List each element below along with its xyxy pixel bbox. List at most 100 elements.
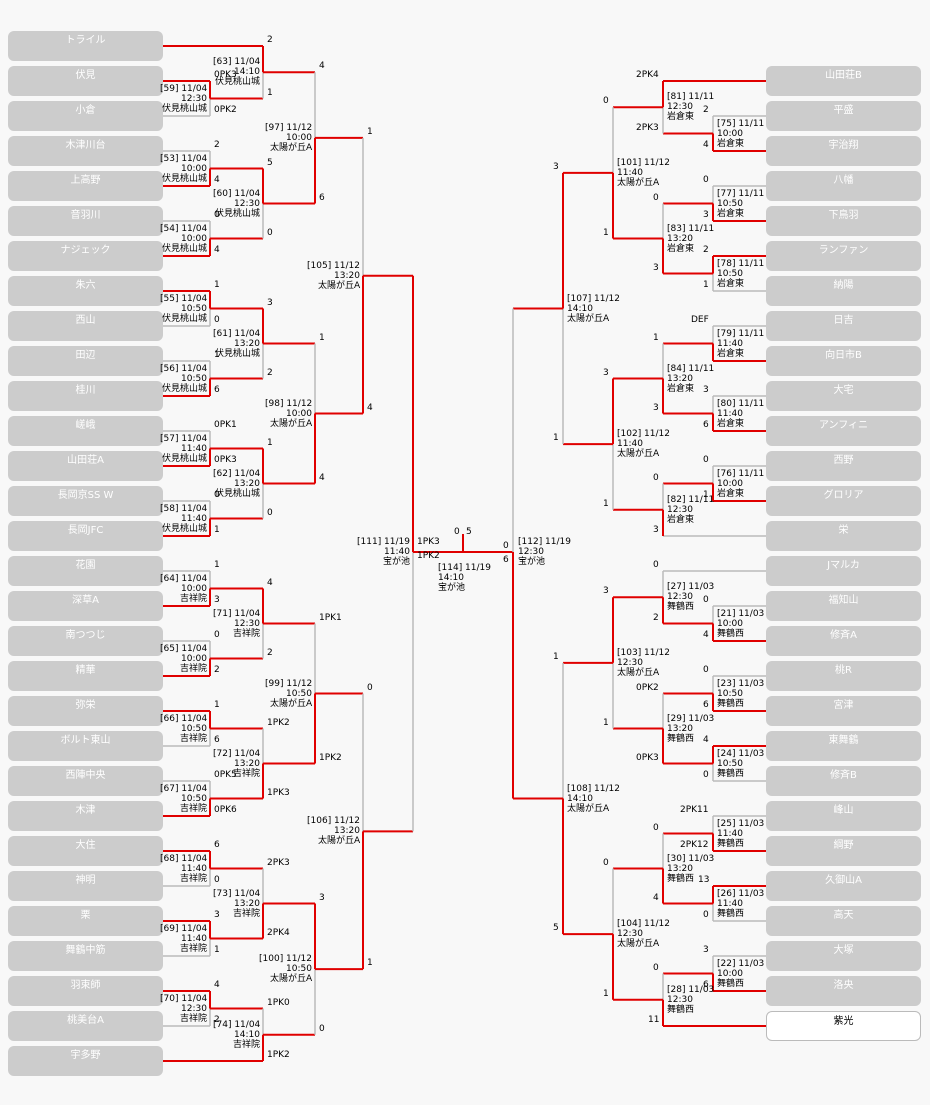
- team-box-left[interactable]: 宇多野: [8, 1046, 163, 1076]
- team-box-right[interactable]: 大塚: [766, 941, 921, 971]
- match-score: 13: [698, 875, 710, 885]
- team-box-right-highlight[interactable]: 紫光: [766, 1011, 921, 1041]
- match-score: 5: [267, 157, 273, 168]
- team-box-right[interactable]: 修斉A: [766, 626, 921, 656]
- team-box-right[interactable]: 福知山: [766, 591, 921, 621]
- team-box-left[interactable]: ボルト東山: [8, 731, 163, 761]
- team-box-right[interactable]: 日吉: [766, 311, 921, 341]
- match-info: [114] 11/19: [438, 563, 491, 573]
- match-info: [100] 11/12: [259, 954, 312, 965]
- team-box-left[interactable]: 朱六: [8, 276, 163, 306]
- team-box-right[interactable]: ランファン: [766, 241, 921, 271]
- team-box-left[interactable]: 大住: [8, 836, 163, 866]
- match-info: 13:20: [234, 758, 260, 769]
- team-box-right[interactable]: 修斉B: [766, 766, 921, 796]
- match-info: 吉祥院: [180, 943, 208, 954]
- match-info: [81] 11/11: [667, 92, 715, 103]
- match-info: [76] 11/11: [717, 468, 765, 479]
- team-box-left[interactable]: 長岡JFC: [8, 521, 163, 551]
- team-box-left[interactable]: 花園: [8, 556, 163, 586]
- team-box-left[interactable]: 嵯峨: [8, 416, 163, 446]
- team-box-left[interactable]: 深草A: [8, 591, 163, 621]
- team-box-left[interactable]: 音羽川: [8, 206, 163, 236]
- match-info: 11:40: [384, 547, 410, 557]
- match-score: 2PK12: [680, 840, 709, 850]
- team-box-right[interactable]: 向日市B: [766, 346, 921, 376]
- team-box-left[interactable]: 伏見: [8, 66, 163, 96]
- team-box-left[interactable]: 木津: [8, 801, 163, 831]
- match-info: 12:30: [181, 1003, 207, 1014]
- team-box-left[interactable]: 弥栄: [8, 696, 163, 726]
- team-box-left[interactable]: トライル: [8, 31, 163, 61]
- team-box-left[interactable]: 栗: [8, 906, 163, 936]
- team-box-left[interactable]: 田辺: [8, 346, 163, 376]
- team-box-right[interactable]: 大宅: [766, 381, 921, 411]
- match-score: 3: [603, 586, 609, 597]
- match-score: 3: [603, 367, 609, 378]
- match-info: 伏見桃山城: [215, 488, 261, 499]
- team-box-right[interactable]: 納陽: [766, 276, 921, 306]
- team-box-right[interactable]: 西野: [766, 451, 921, 481]
- match-info: [70] 11/04: [160, 993, 208, 1004]
- team-box-right[interactable]: 山田荘B: [766, 66, 921, 96]
- team-box-left[interactable]: 桂川: [8, 381, 163, 411]
- team-box-right[interactable]: グロリア: [766, 486, 921, 516]
- team-box-left[interactable]: 羽束師: [8, 976, 163, 1006]
- match-score: 4: [653, 892, 659, 903]
- match-info: [108] 11/12: [567, 783, 620, 794]
- match-info: 10:00: [181, 583, 207, 594]
- team-box-right[interactable]: 下鳥羽: [766, 206, 921, 236]
- team-box-left[interactable]: 小倉: [8, 101, 163, 131]
- team-box-right[interactable]: 八幡: [766, 171, 921, 201]
- team-box-right[interactable]: 平盛: [766, 101, 921, 131]
- match-info: 吉祥院: [180, 803, 208, 814]
- match-score: 2PK3: [267, 857, 290, 868]
- match-score: 0: [653, 822, 659, 833]
- match-info: 舞鶴西: [717, 978, 745, 989]
- team-box-right[interactable]: 宮津: [766, 696, 921, 726]
- team-box-right[interactable]: 桃R: [766, 661, 921, 691]
- team-box-left[interactable]: 長岡京SS W: [8, 486, 163, 516]
- match-score: 0: [214, 490, 220, 500]
- match-score: 2PK4: [267, 927, 290, 938]
- match-info: 10:00: [181, 163, 207, 174]
- team-box-right[interactable]: Jマルカ: [766, 556, 921, 586]
- match-score: 1: [653, 332, 659, 343]
- team-box-left[interactable]: 木津川台: [8, 136, 163, 166]
- team-box-left[interactable]: 西山: [8, 311, 163, 341]
- team-box-left[interactable]: 舞鶴中筋: [8, 941, 163, 971]
- match-info: 13:20: [667, 723, 693, 734]
- match-info: [104] 11/12: [617, 919, 670, 930]
- match-info: 13:20: [234, 478, 260, 489]
- match-info: [101] 11/12: [617, 157, 670, 168]
- match-info: 太陽が丘A: [318, 836, 361, 847]
- team-box-right[interactable]: 栄: [766, 521, 921, 551]
- team-box-left[interactable]: 上高野: [8, 171, 163, 201]
- match-score: 3: [703, 945, 709, 955]
- team-box-left[interactable]: 精華: [8, 661, 163, 691]
- team-box-right[interactable]: 東舞鶴: [766, 731, 921, 761]
- match-score: 2: [703, 245, 709, 255]
- team-box-left[interactable]: 桃美台A: [8, 1011, 163, 1041]
- team-box-right[interactable]: アンフィニ: [766, 416, 921, 446]
- team-box-right[interactable]: 高天: [766, 906, 921, 936]
- team-box-right[interactable]: 峰山: [766, 801, 921, 831]
- match-score: 4: [214, 175, 220, 185]
- match-info: [80] 11/11: [717, 398, 765, 409]
- team-box-right[interactable]: 綱野: [766, 836, 921, 866]
- match-info: 10:00: [717, 478, 743, 489]
- match-info: [66] 11/04: [160, 713, 208, 724]
- team-box-left[interactable]: 西陣中央: [8, 766, 163, 796]
- match-info: 太陽が丘A: [318, 280, 361, 291]
- match-score: 0PK3: [636, 752, 659, 763]
- team-box-right[interactable]: 久御山A: [766, 871, 921, 901]
- match-info: 12:30: [234, 198, 260, 209]
- team-box-left[interactable]: ナジェック: [8, 241, 163, 271]
- team-box-right[interactable]: 宇治翔: [766, 136, 921, 166]
- team-box-left[interactable]: 南つつじ: [8, 626, 163, 656]
- team-box-left[interactable]: 神明: [8, 871, 163, 901]
- match-info: 13:20: [234, 898, 260, 909]
- team-box-right[interactable]: 洛央: [766, 976, 921, 1006]
- match-score: 0: [703, 665, 709, 675]
- team-box-left[interactable]: 山田荘A: [8, 451, 163, 481]
